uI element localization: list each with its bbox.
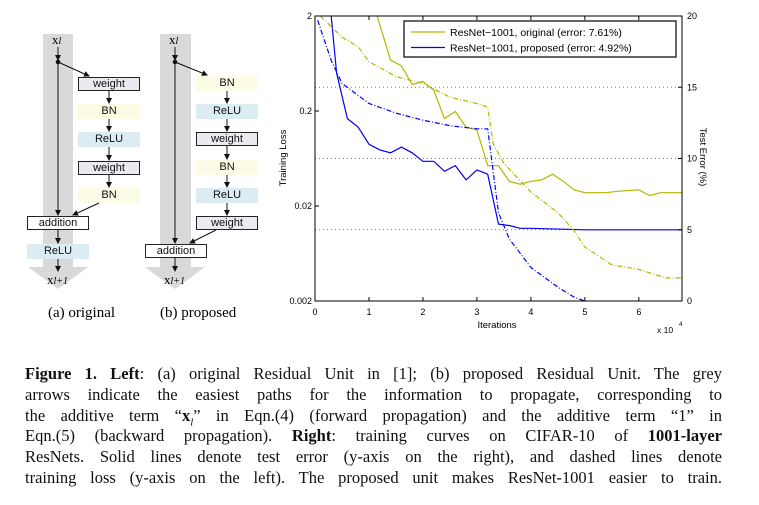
training-curves-chart: 0 1 2 3 4 5 6 2 0.2 0.02 0.002 20 15 10 5 0 Iterations x … xyxy=(278,11,708,335)
x-tick-label: 1 xyxy=(366,307,371,317)
caption-text: training loss (y-axis on the left). The … xyxy=(25,467,722,487)
caption-bold-text: 1001-layer xyxy=(647,426,722,446)
block-relu: ReLU xyxy=(78,132,140,147)
x-tick-label: 5 xyxy=(582,307,587,317)
shortcut-arrowhead xyxy=(145,267,205,289)
shortcut-arrowhead xyxy=(28,267,88,289)
caption-text: the additive term “ xyxy=(25,405,182,425)
block-weight: weight xyxy=(78,77,140,91)
diagram-arrows xyxy=(55,47,230,272)
caption-bold-text: x xyxy=(181,405,191,425)
output-label: xl+1 xyxy=(47,272,68,288)
caption-line: the additive term “xl” in Eqn.(4) (forwa… xyxy=(25,405,722,428)
x-multiplier: x 10 xyxy=(657,325,673,335)
caption-bold-text: Figure 1. xyxy=(25,364,98,383)
caption-line: training loss (y-axis on the left). The … xyxy=(25,468,722,489)
block-relu: ReLU xyxy=(196,188,258,203)
block-bn: BN xyxy=(78,188,140,203)
x-tick-label: 3 xyxy=(474,307,479,317)
y-right-tick-label: 20 xyxy=(687,11,697,21)
output-subscript: l+1 xyxy=(170,276,186,287)
plot-frame xyxy=(314,15,683,302)
x-tick-label: 0 xyxy=(312,307,317,317)
block-weight: weight xyxy=(196,132,258,146)
x-tick-label: 6 xyxy=(636,307,641,317)
legend-box xyxy=(403,20,677,58)
block-addition: addition xyxy=(145,244,207,258)
output-symbol: x xyxy=(47,272,54,287)
block-relu: ReLU xyxy=(196,104,258,119)
figure-svg: 0 1 2 3 4 5 6 2 0.2 0.02 0.002 20 15 10 5 0 Iterations x … xyxy=(55,11,708,335)
y-left-tick-label: 0.2 xyxy=(299,106,312,116)
output-subscript: l+1 xyxy=(53,276,69,287)
x-tick-label: 2 xyxy=(420,307,425,317)
input-subscript: l xyxy=(175,36,179,47)
caption-line: arrows indicate the easiest paths for th… xyxy=(25,385,722,406)
x-tick-label: 4 xyxy=(528,307,533,317)
y-right-tick-label: 0 xyxy=(687,296,692,306)
caption-line: Figure 1. Left: (a) original Residual Un… xyxy=(25,364,722,385)
legend-entry-proposed: ResNet−1001, proposed (error: 4.92%) xyxy=(450,43,632,55)
series-line-original-dashed xyxy=(319,16,682,279)
legend-entry-original: ResNet−1001, original (error: 7.61%) xyxy=(450,27,622,39)
y-right-axis-label: Test Error (%) xyxy=(697,128,708,187)
y-left-axis-label: Training Loss xyxy=(278,129,289,186)
block-bn: BN xyxy=(196,160,258,175)
caption-line: ResNets. Solid lines denote test error (… xyxy=(25,447,722,468)
input-label: xl xyxy=(169,32,178,48)
block-relu: ReLU xyxy=(27,244,89,259)
block-addition: addition xyxy=(27,216,89,230)
series-line-proposed-solid xyxy=(330,16,682,231)
input-symbol: x xyxy=(169,32,176,47)
diagram-label: (a) original xyxy=(48,305,116,321)
y-left-tick-label: 0.02 xyxy=(294,201,312,211)
caption-text: Eqn.(5) (backward propagation). xyxy=(25,426,292,446)
caption-text: arrows indicate the easiest paths for th… xyxy=(25,384,722,404)
figure-caption: Figure 1. Left: (a) original Residual Un… xyxy=(25,364,722,489)
series-line-proposed-dashed xyxy=(317,20,586,301)
x-multiplier-exponent: 4 xyxy=(679,322,683,328)
input-symbol: x xyxy=(52,32,59,47)
caption-bold-text: Right xyxy=(291,426,332,446)
caption-text: : (a) original Residual Unit in [1]; (b)… xyxy=(139,364,722,383)
block-bn: BN xyxy=(78,104,140,119)
caption-text: ResNets. Solid lines denote test error (… xyxy=(25,447,722,467)
y-right-tick-label: 5 xyxy=(687,225,692,235)
y-right-tick-label: 15 xyxy=(687,82,697,92)
input-subscript: l xyxy=(58,36,62,47)
series-line-original-solid xyxy=(376,16,682,197)
diagram-label: (b) proposed xyxy=(160,305,237,321)
caption-text xyxy=(97,364,110,383)
y-left-tick-label: 0.002 xyxy=(289,296,312,306)
caption-text: ” in Eqn.(4) (forward propagation) and t… xyxy=(193,405,722,425)
caption-text: : training curves on CIFAR-10 of xyxy=(331,426,648,446)
block-bn: BN xyxy=(196,76,258,91)
output-symbol: x xyxy=(164,272,171,287)
block-weight: weight xyxy=(78,161,140,175)
input-label: xl xyxy=(52,32,61,48)
series-group xyxy=(317,16,682,301)
caption-bold-text: Left xyxy=(110,364,140,383)
caption-text: l xyxy=(190,415,194,428)
legend: ResNet−1001, original (error: 7.61%) ResN… xyxy=(403,20,677,58)
output-label: xl+1 xyxy=(164,272,185,288)
y-left-tick-label: 2 xyxy=(307,11,312,21)
y-right-tick-label: 10 xyxy=(687,154,697,164)
block-weight: weight xyxy=(196,216,258,230)
x-axis-label: Iterations xyxy=(477,320,516,331)
caption-line: Eqn.(5) (backward propagation). Right: t… xyxy=(25,426,722,447)
